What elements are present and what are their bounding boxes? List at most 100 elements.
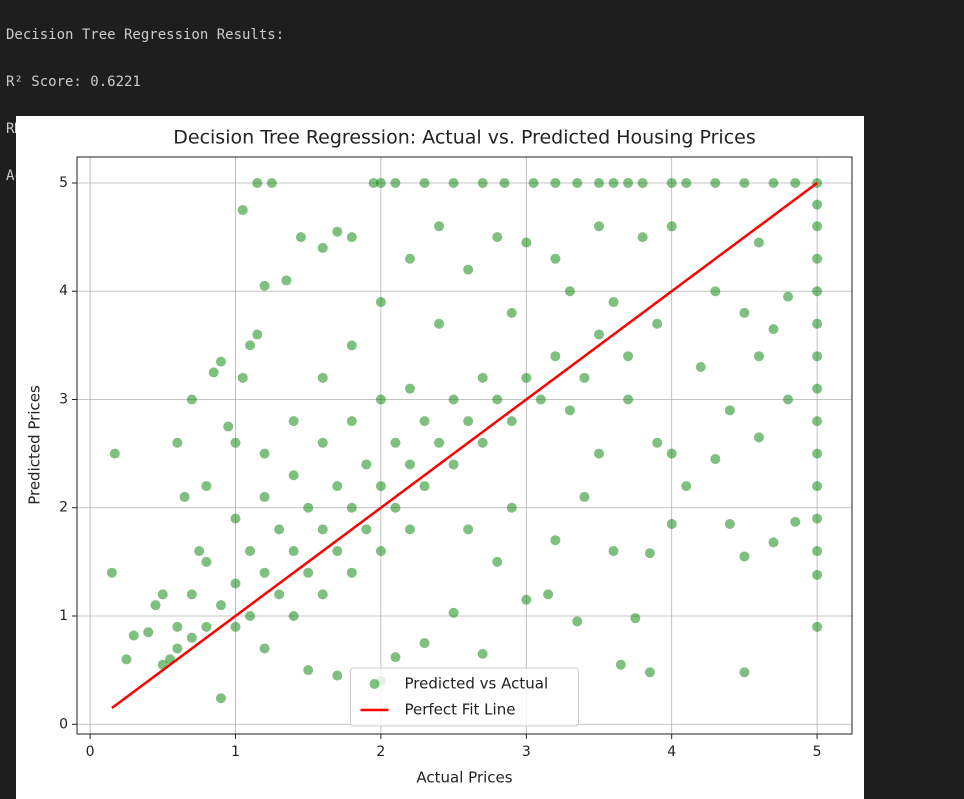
legend: Predicted vs Actual Perfect Fit Line <box>350 667 579 727</box>
scatter-point <box>739 551 750 562</box>
scatter-point <box>790 516 801 527</box>
scatter-point <box>215 693 226 704</box>
y-tick-label: 5 <box>59 175 68 191</box>
scatter-point <box>477 372 488 383</box>
y-tick-label: 1 <box>59 608 68 624</box>
scatter-point <box>812 199 823 210</box>
scatter-point <box>303 502 314 513</box>
scatter-point <box>332 226 343 237</box>
scatter-point <box>259 567 270 578</box>
scatter-point <box>346 502 357 513</box>
scatter-point <box>375 394 386 405</box>
scatter-point <box>434 221 445 232</box>
scatter-point <box>288 416 299 427</box>
x-tick-label: 0 <box>86 744 95 760</box>
scatter-point <box>630 613 641 624</box>
x-tick-label: 2 <box>376 744 385 760</box>
scatter-point <box>812 416 823 427</box>
scatter-point <box>564 286 575 297</box>
scatter-point <box>812 351 823 362</box>
scatter-point <box>768 177 779 188</box>
chart-title: Decision Tree Regression: Actual vs. Pre… <box>173 127 755 149</box>
scatter-point <box>593 329 604 340</box>
scatter-point <box>252 329 263 340</box>
scatter-point <box>346 567 357 578</box>
legend-swatch <box>369 679 380 689</box>
scatter-point <box>506 307 517 318</box>
scatter-point <box>564 405 575 416</box>
scatter-point <box>201 481 212 492</box>
scatter-point <box>593 221 604 232</box>
scatter-point <box>448 177 459 188</box>
scatter-point <box>477 177 488 188</box>
scatter-point <box>106 567 117 578</box>
scatter-point <box>230 578 241 589</box>
scatter-point <box>572 177 583 188</box>
y-tick-label: 2 <box>59 500 68 516</box>
scatter-point <box>768 324 779 335</box>
legend-label: Perfect Fit Line <box>405 701 516 719</box>
scatter-point <box>812 221 823 232</box>
scatter-point <box>375 546 386 557</box>
scatter-point <box>535 394 546 405</box>
scatter-point <box>550 351 561 362</box>
scatter-point <box>390 652 401 663</box>
scatter-point <box>281 275 292 286</box>
scatter-point <box>666 448 677 459</box>
scatter-point <box>812 513 823 524</box>
scatter-point <box>768 537 779 548</box>
y-tick-label: 0 <box>59 716 68 732</box>
scatter-point <box>812 253 823 264</box>
scatter-point <box>710 177 721 188</box>
scatter-point <box>390 437 401 448</box>
scatter-point <box>404 253 415 264</box>
scatter-point <box>288 611 299 622</box>
scatter-point <box>361 524 372 535</box>
scatter-point <box>288 470 299 481</box>
scatter-point <box>615 659 626 670</box>
scatter-point <box>368 177 379 188</box>
scatter-point <box>390 502 401 513</box>
scatter-point <box>492 232 503 243</box>
scatter-point <box>790 177 801 188</box>
scatter-point <box>644 548 655 559</box>
scatter-point <box>477 437 488 448</box>
scatter-point <box>753 432 764 443</box>
scatter-point <box>375 177 386 188</box>
scatter-point <box>681 177 692 188</box>
output-line: Decision Tree Regression Results: <box>6 26 285 43</box>
scatter-point <box>317 524 328 535</box>
scatter-point <box>230 437 241 448</box>
scatter-point <box>623 177 634 188</box>
scatter-point <box>317 437 328 448</box>
scatter-point <box>230 513 241 524</box>
scatter-point <box>448 394 459 405</box>
scatter-point <box>201 621 212 632</box>
scatter-point <box>521 372 532 383</box>
scatter-point <box>506 416 517 427</box>
scatter-point <box>550 177 561 188</box>
scatter-point <box>579 491 590 502</box>
scatter-point <box>812 286 823 297</box>
scatter-point <box>390 177 401 188</box>
scatter-point <box>666 177 677 188</box>
scatter-point <box>223 421 234 432</box>
scatter-point <box>419 416 430 427</box>
scatter-point <box>550 253 561 264</box>
scatter-point <box>739 667 750 678</box>
scatter-point <box>404 459 415 470</box>
scatter-point <box>812 546 823 557</box>
scatter-point <box>346 340 357 351</box>
scatter-point <box>499 177 510 188</box>
scatter-point <box>419 638 430 649</box>
scatter-point <box>572 616 583 627</box>
scatter-point <box>652 437 663 448</box>
scatter-point <box>710 454 721 465</box>
scatter-point <box>259 280 270 291</box>
scatter-point <box>739 177 750 188</box>
scatter-point <box>623 351 634 362</box>
scatter-point <box>237 205 248 216</box>
scatter-point <box>652 318 663 329</box>
scatter-point <box>783 394 794 405</box>
